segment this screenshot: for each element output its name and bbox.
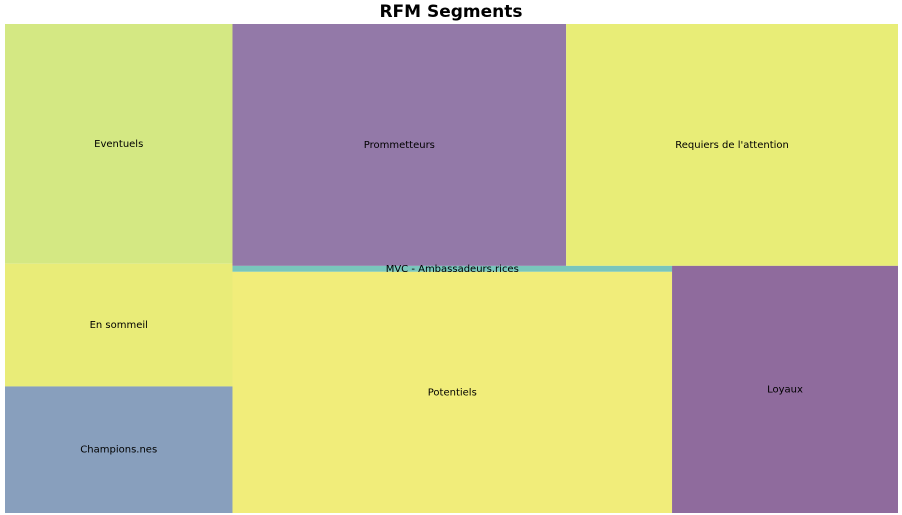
tile-label: Potentiels bbox=[428, 387, 477, 398]
tile-label: Requiers de l'attention bbox=[675, 140, 789, 151]
treemap-tile bbox=[566, 24, 898, 266]
treemap-tile bbox=[672, 265, 898, 513]
tile-label: Champions.nes bbox=[80, 445, 157, 456]
treemap-tile bbox=[232, 271, 673, 513]
treemap-tile bbox=[5, 24, 233, 264]
tile-label: Prommetteurs bbox=[364, 140, 435, 151]
treemap-tile bbox=[5, 263, 233, 387]
treemap-tile bbox=[5, 386, 233, 513]
tile-label: Loyaux bbox=[767, 384, 803, 395]
treemap-tile bbox=[232, 24, 567, 266]
treemap-tile bbox=[232, 265, 673, 272]
chart-title: RFM Segments bbox=[379, 2, 522, 22]
tile-label: En sommeil bbox=[90, 320, 148, 331]
tile-label: MVC - Ambassadeurs.rices bbox=[386, 264, 519, 275]
tile-label: Eventuels bbox=[94, 139, 143, 150]
